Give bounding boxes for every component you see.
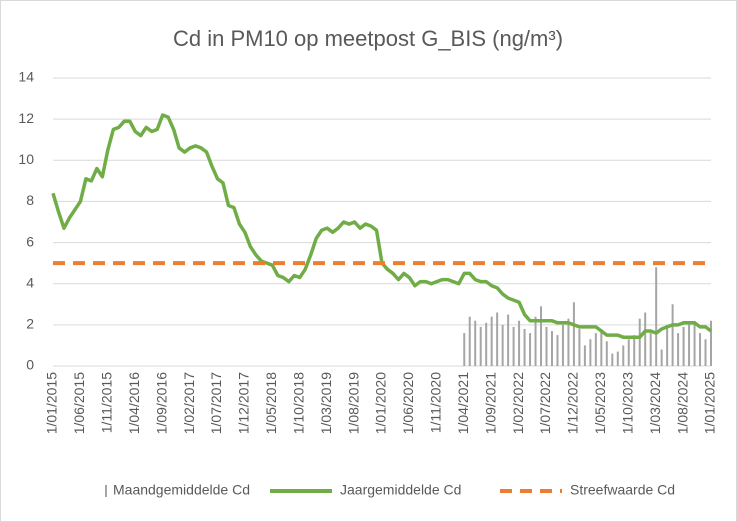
- bar: [463, 333, 466, 366]
- x-tick-label: 1/10/2023: [619, 372, 635, 434]
- bar: [583, 345, 586, 366]
- bar: [589, 339, 592, 366]
- bar: [578, 328, 581, 366]
- chart-title: Cd in PM10 op meetpost G_BIS (ng/m³): [173, 26, 563, 51]
- y-tick-label: 14: [18, 69, 34, 85]
- y-tick-label: 12: [18, 110, 34, 126]
- bar: [644, 312, 647, 366]
- bar: [561, 324, 564, 366]
- bar: [638, 318, 641, 366]
- bar: [479, 326, 482, 366]
- legend-label: Jaargemiddelde Cd: [340, 482, 461, 498]
- bar: [682, 326, 685, 366]
- y-tick-label: 6: [26, 233, 34, 249]
- x-tick-label: 1/01/2020: [373, 372, 389, 434]
- bar: [693, 322, 696, 366]
- x-tick-label: 1/02/2022: [510, 372, 526, 434]
- x-tick-label: 1/12/2022: [565, 372, 581, 434]
- bar: [485, 322, 488, 366]
- y-tick-label: 0: [26, 357, 34, 373]
- x-tick-label: 1/05/2018: [263, 372, 279, 434]
- bar: [594, 333, 597, 366]
- bar: [474, 320, 477, 366]
- y-tick-label: 10: [18, 151, 34, 167]
- x-tick-label: 1/06/2020: [400, 372, 416, 434]
- x-tick-label: 1/07/2022: [537, 372, 553, 434]
- bar: [512, 326, 515, 366]
- bar: [677, 333, 680, 366]
- bar: [710, 320, 712, 366]
- bar: [523, 328, 526, 366]
- bar: [529, 333, 532, 366]
- x-tick-label: 1/12/2017: [236, 372, 252, 434]
- bar: [633, 335, 636, 366]
- bar: [534, 316, 537, 366]
- bar: [540, 306, 543, 366]
- bar: [572, 302, 575, 366]
- x-tick-label: 1/05/2023: [592, 372, 608, 434]
- bar: [545, 326, 548, 366]
- x-tick-label: 1/08/2019: [345, 372, 361, 434]
- x-tick-label: 1/07/2017: [208, 372, 224, 434]
- x-tick-label: 1/08/2024: [674, 372, 690, 434]
- bar: [490, 316, 493, 366]
- x-tick-label: 1/06/2015: [71, 372, 87, 434]
- bar: [501, 324, 504, 366]
- legend-swatch: [105, 485, 107, 497]
- bar: [627, 339, 630, 366]
- bar: [567, 318, 570, 366]
- bar: [556, 335, 559, 366]
- bar: [704, 339, 707, 366]
- y-tick-label: 8: [26, 192, 34, 208]
- legend-label: Streefwaarde Cd: [570, 482, 675, 498]
- bar: [649, 333, 652, 366]
- x-tick-label: 1/01/2025: [702, 372, 718, 434]
- bar: [468, 316, 471, 366]
- bar: [600, 328, 603, 366]
- x-tick-label: 1/11/2015: [99, 372, 115, 433]
- bar: [688, 322, 691, 366]
- x-tick-label: 1/02/2017: [181, 372, 197, 434]
- bar: [605, 341, 608, 366]
- x-tick-label: 1/11/2020: [428, 372, 444, 433]
- bar: [666, 324, 669, 366]
- x-tick-label: 1/03/2024: [647, 372, 663, 434]
- bar: [660, 349, 663, 366]
- bar: [550, 331, 553, 366]
- bar: [611, 353, 614, 366]
- bar: [616, 351, 619, 366]
- x-tick-label: 1/04/2021: [455, 372, 471, 434]
- bar: [496, 312, 499, 366]
- legend-label: Maandgemiddelde Cd: [113, 482, 250, 498]
- bar: [699, 333, 702, 366]
- x-tick-label: 1/09/2021: [482, 372, 498, 434]
- x-tick-label: 1/03/2019: [318, 372, 334, 434]
- bar: [507, 314, 510, 366]
- x-tick-label: 1/01/2015: [44, 372, 60, 434]
- bar: [518, 320, 521, 366]
- y-tick-label: 2: [26, 316, 34, 332]
- y-tick-label: 4: [26, 274, 34, 290]
- x-tick-label: 1/04/2016: [126, 372, 142, 434]
- bar: [622, 345, 625, 366]
- x-tick-label: 1/09/2016: [153, 372, 169, 434]
- bar: [655, 267, 658, 366]
- x-tick-label: 1/10/2018: [290, 372, 306, 434]
- bar: [671, 304, 674, 366]
